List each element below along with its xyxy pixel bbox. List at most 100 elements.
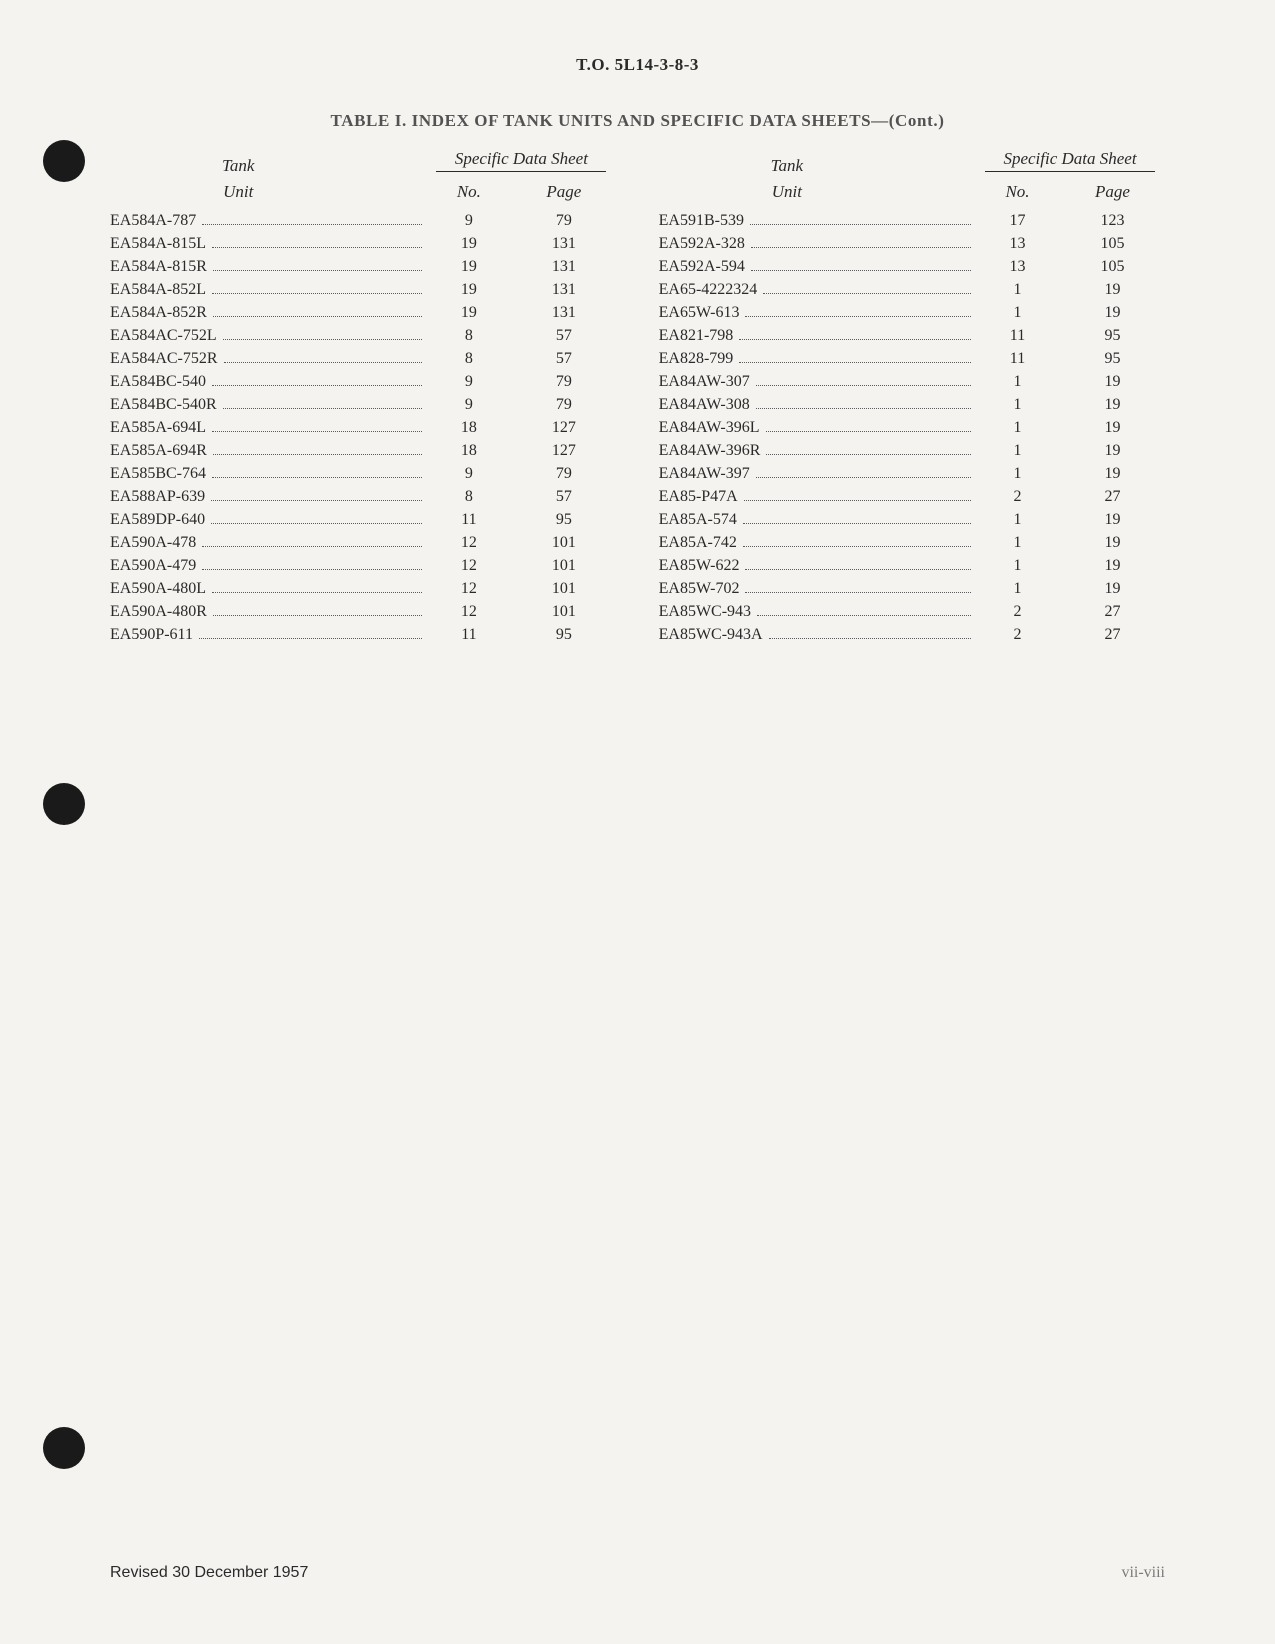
tank-unit-value: EA590A-480L (110, 578, 206, 600)
unit-cell: EA590A-480R (110, 601, 426, 623)
tank-unit-value: EA84AW-308 (659, 394, 750, 416)
sheet-no-value: 11 (975, 348, 1060, 370)
tank-unit-value: EA85-P47A (659, 486, 738, 508)
header-unit: Unit (110, 182, 426, 202)
table-row: EA65-4222324119 (659, 279, 1165, 301)
dotted-leader (212, 247, 422, 248)
sheet-no-value: 2 (975, 624, 1060, 646)
table-row: EA84AW-308119 (659, 394, 1165, 416)
tank-unit-value: EA84AW-397 (659, 463, 750, 485)
sheet-no-value: 12 (426, 578, 511, 600)
sheet-no-value: 12 (426, 555, 511, 577)
table-row: EA590A-47812101 (110, 532, 616, 554)
tank-unit-value: EA592A-594 (659, 256, 745, 278)
dotted-leader (213, 615, 423, 616)
tank-unit-value: EA585BC-764 (110, 463, 206, 485)
unit-cell: EA85WC-943A (659, 624, 975, 646)
table-title: TABLE I. INDEX OF TANK UNITS AND SPECIFI… (100, 111, 1175, 131)
page-no-value: 131 (511, 256, 616, 278)
dotted-leader (202, 569, 422, 570)
page-no-value: 95 (1060, 348, 1165, 370)
tank-unit-value: EA585A-694R (110, 440, 207, 462)
page-no-value: 101 (511, 555, 616, 577)
unit-cell: EA85-P47A (659, 486, 975, 508)
page-no-value: 131 (511, 233, 616, 255)
dotted-leader (223, 339, 423, 340)
unit-cell: EA84AW-397 (659, 463, 975, 485)
unit-cell: EA588AP-639 (110, 486, 426, 508)
unit-cell: EA589DP-640 (110, 509, 426, 531)
sheet-no-value: 9 (426, 371, 511, 393)
page-no-value: 127 (511, 440, 616, 462)
page-no-value: 19 (1060, 463, 1165, 485)
unit-cell: EA584A-815R (110, 256, 426, 278)
punch-hole (43, 783, 85, 825)
header-page: Page (511, 182, 616, 202)
unit-cell: EA585A-694R (110, 440, 426, 462)
dotted-leader (763, 293, 971, 294)
table-row: EA584AC-752L857 (110, 325, 616, 347)
dotted-leader (199, 638, 422, 639)
unit-cell: EA85A-742 (659, 532, 975, 554)
unit-cell: EA590P-611 (110, 624, 426, 646)
table-row: EA585A-694R18127 (110, 440, 616, 462)
tank-unit-value: EA65W-613 (659, 302, 740, 324)
dotted-leader (739, 362, 971, 363)
unit-cell: EA84AW-307 (659, 371, 975, 393)
index-column-right: Tank Specific Data Sheet Unit No. Page E… (659, 149, 1165, 646)
header-tank: Tank (110, 156, 426, 176)
sheet-no-value: 18 (426, 417, 511, 439)
sheet-no-value: 1 (975, 440, 1060, 462)
dotted-leader (202, 224, 422, 225)
tank-unit-value: EA828-799 (659, 348, 734, 370)
unit-cell: EA85W-702 (659, 578, 975, 600)
sheet-no-value: 1 (975, 302, 1060, 324)
page-no-value: 95 (1060, 325, 1165, 347)
table-row: EA584A-852L19131 (110, 279, 616, 301)
sheet-no-value: 13 (975, 256, 1060, 278)
dotted-leader (745, 569, 971, 570)
page-no-value: 79 (511, 210, 616, 232)
tank-unit-value: EA590A-478 (110, 532, 196, 554)
tank-unit-value: EA590A-479 (110, 555, 196, 577)
tank-unit-value: EA584A-787 (110, 210, 196, 232)
dotted-leader (743, 546, 971, 547)
page-no-value: 19 (1060, 509, 1165, 531)
dotted-leader (766, 431, 971, 432)
dotted-leader (739, 339, 971, 340)
table-row: EA85-P47A227 (659, 486, 1165, 508)
dotted-leader (213, 454, 423, 455)
sheet-no-value: 2 (975, 601, 1060, 623)
sheet-no-value: 2 (975, 486, 1060, 508)
tank-unit-value: EA584A-815L (110, 233, 206, 255)
tank-unit-value: EA591B-539 (659, 210, 744, 232)
sheet-no-value: 9 (426, 394, 511, 416)
header-no: No. (975, 182, 1060, 202)
tank-unit-value: EA585A-694L (110, 417, 206, 439)
unit-cell: EA584A-852L (110, 279, 426, 301)
unit-cell: EA584A-852R (110, 302, 426, 324)
punch-hole (43, 1427, 85, 1469)
sheet-no-value: 19 (426, 302, 511, 324)
sheet-no-value: 19 (426, 233, 511, 255)
header-page: Page (1060, 182, 1165, 202)
unit-cell: EA65W-613 (659, 302, 975, 324)
page-no-value: 19 (1060, 555, 1165, 577)
page-no-value: 95 (511, 509, 616, 531)
sheet-no-value: 1 (975, 279, 1060, 301)
header-rule (985, 171, 1155, 172)
dotted-leader (751, 270, 971, 271)
sheet-no-value: 8 (426, 348, 511, 370)
sheet-no-value: 1 (975, 555, 1060, 577)
dotted-leader (212, 592, 422, 593)
unit-cell: EA584AC-752R (110, 348, 426, 370)
sheet-no-value: 11 (975, 325, 1060, 347)
tank-unit-value: EA84AW-307 (659, 371, 750, 393)
header-rule (436, 171, 606, 172)
dotted-leader (769, 638, 971, 639)
unit-cell: EA584A-787 (110, 210, 426, 232)
header-tank: Tank (659, 156, 975, 176)
page-number: vii-viii (1121, 1564, 1165, 1582)
dotted-leader (744, 500, 971, 501)
dotted-leader (212, 293, 422, 294)
